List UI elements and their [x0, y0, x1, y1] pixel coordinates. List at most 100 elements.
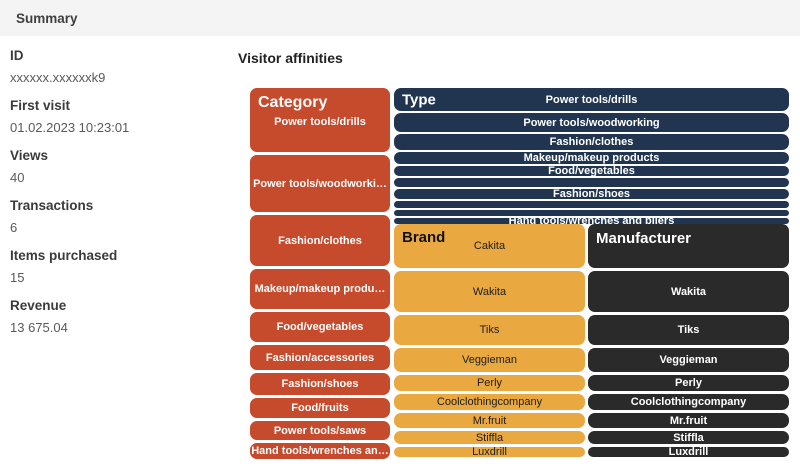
bar-label: Coolclothingcompany: [630, 396, 747, 408]
type-bar[interactable]: Type Power tools/drills: [394, 88, 789, 111]
bar-label: Tiks: [677, 324, 700, 336]
brand-bar[interactable]: Wakita: [394, 271, 585, 312]
bar-label: Wakita: [670, 285, 707, 298]
type-bar[interactable]: Food/vegetables: [394, 165, 789, 177]
summary-field: Revenue 13 675.04: [10, 296, 220, 346]
field-label: Views: [10, 148, 49, 163]
brand-bar[interactable]: Coolclothingcompany: [394, 394, 585, 410]
brand-bar[interactable]: Mr.fruit: [394, 413, 585, 428]
brand-bar[interactable]: Brand Cakita: [394, 224, 585, 268]
manufacturer-bar[interactable]: Mr.fruit: [588, 413, 789, 428]
bar-label: Makeup/makeup products: [523, 152, 660, 164]
bar-label: Fashion/shoes: [281, 378, 359, 390]
manufacturer-bar[interactable]: Perly: [588, 375, 789, 391]
type-bar[interactable]: Power tools/woodworking: [394, 113, 789, 132]
field-label: Revenue: [10, 298, 67, 313]
field-value: 13 675.04: [10, 320, 68, 335]
bar-label: Fashion/shoes: [552, 188, 631, 200]
field-label: ID: [10, 48, 24, 63]
type-bar[interactable]: [394, 201, 789, 208]
chart-title: Visitor affinities: [238, 50, 343, 66]
summary-field: First visit 01.02.2023 10:23:01: [10, 96, 220, 146]
category-bar[interactable]: Power tools/saws: [250, 421, 390, 440]
bar-label: Food/vegetables: [548, 165, 635, 177]
bar-label: Power tools/woodworking: [523, 116, 660, 129]
bar-label: Power tools/saws: [273, 424, 367, 437]
category-bar[interactable]: Hand tools/wrenches an…: [250, 443, 390, 459]
manufacturer-bar[interactable]: Veggieman: [588, 348, 789, 372]
summary-field: Items purchased 15: [10, 246, 220, 296]
manufacturer-column: Manufacturer Wakita Tiks Veggieman Perly…: [588, 224, 789, 458]
type-bar[interactable]: Makeup/makeup products: [394, 152, 789, 164]
category-bar[interactable]: Fashion/clothes: [250, 215, 390, 266]
manufacturer-bar[interactable]: Luxdrill: [588, 446, 789, 458]
manufacturer-column-header: Manufacturer: [596, 230, 692, 247]
bar-label: Fashion/clothes: [549, 136, 634, 148]
type-bar[interactable]: Fashion/shoes: [394, 188, 789, 200]
brand-bar[interactable]: Veggieman: [394, 348, 585, 372]
category-bar[interactable]: Category Power tools/drills: [250, 88, 390, 152]
category-column: Category Power tools/drills Power tools/…: [250, 88, 390, 459]
panel-title: Summary: [16, 10, 78, 26]
brand-column: Brand Cakita Wakita Tiks Veggieman Perly…: [394, 224, 585, 458]
bar-label: Fashion/accessories: [265, 351, 375, 364]
bar-label: Food/fruits: [291, 402, 349, 414]
bar-label: Hand tools/wrenches an…: [251, 445, 389, 457]
brand-bar[interactable]: Stiffla: [394, 431, 585, 444]
category-bar[interactable]: Food/vegetables: [250, 312, 390, 342]
bar-label: Mr.fruit: [669, 414, 708, 427]
bar-label: Coolclothingcompany: [436, 396, 543, 408]
bar-label: Stiffla: [673, 431, 704, 444]
manufacturer-bar[interactable]: Coolclothingcompany: [588, 394, 789, 410]
brand-bar[interactable]: Tiks: [394, 315, 585, 345]
bar-label: Power tools/drills: [274, 116, 366, 128]
bar-label: Power tools/drills: [545, 93, 638, 106]
manufacturer-bar[interactable]: Stiffla: [588, 431, 789, 444]
category-bar[interactable]: Fashion/shoes: [250, 373, 390, 395]
manufacturer-bar[interactable]: Wakita: [588, 271, 789, 312]
type-bar[interactable]: Fashion/clothes: [394, 134, 789, 150]
bar-label: Tiks: [479, 324, 500, 336]
summary-field: Views 40: [10, 146, 220, 196]
field-value: 6: [10, 220, 18, 235]
brand-bar[interactable]: Luxdrill: [394, 446, 585, 458]
summary-panel-header: Summary: [0, 0, 800, 36]
manufacturer-bar[interactable]: Tiks: [588, 315, 789, 345]
bar-label: Food/vegetables: [276, 321, 364, 333]
field-value: 01.02.2023 10:23:01: [10, 120, 130, 135]
field-label: Transactions: [10, 198, 94, 213]
bar-label: Veggieman: [461, 354, 518, 366]
bar-label: Makeup/makeup produ…: [254, 283, 386, 295]
bar-label: Perly: [476, 377, 503, 389]
summary-panel: ID xxxxxx.xxxxxxk9 First visit 01.02.202…: [10, 46, 220, 346]
bar-label: Luxdrill: [668, 446, 709, 458]
brand-column-header: Brand: [402, 229, 446, 246]
summary-field: ID xxxxxx.xxxxxxk9: [10, 46, 220, 96]
bar-label: Wakita: [472, 285, 507, 298]
category-bar[interactable]: Makeup/makeup produ…: [250, 269, 390, 309]
field-label: Items purchased: [10, 248, 118, 263]
bar-label: Fashion/clothes: [278, 234, 362, 247]
field-value: 15: [10, 270, 25, 285]
category-bar[interactable]: Fashion/accessories: [250, 345, 390, 370]
field-label: First visit: [10, 98, 71, 113]
bar-label: Power tools/woodworki…: [253, 177, 387, 190]
brand-bar[interactable]: Perly: [394, 375, 585, 391]
summary-field: Transactions 6: [10, 196, 220, 246]
bar-label: Perly: [675, 377, 702, 389]
bar-label: Stiffla: [475, 431, 504, 444]
bar-label: Veggieman: [659, 354, 718, 366]
bar-label: Luxdrill: [472, 446, 507, 458]
field-value: xxxxxx.xxxxxxk9: [10, 70, 106, 85]
field-value: 40: [10, 170, 25, 185]
bar-label: Mr.fruit: [472, 414, 507, 427]
type-column: Type Power tools/drills Power tools/wood…: [394, 88, 789, 227]
type-column-header: Type: [402, 91, 436, 108]
category-bar[interactable]: Power tools/woodworki…: [250, 155, 390, 212]
bar-label: Cakita: [473, 240, 506, 252]
category-bar[interactable]: Food/fruits: [250, 398, 390, 418]
type-bar[interactable]: [394, 210, 789, 216]
category-column-header: Category: [258, 94, 328, 111]
type-bar[interactable]: [394, 178, 789, 187]
manufacturer-bar[interactable]: Manufacturer: [588, 224, 789, 268]
